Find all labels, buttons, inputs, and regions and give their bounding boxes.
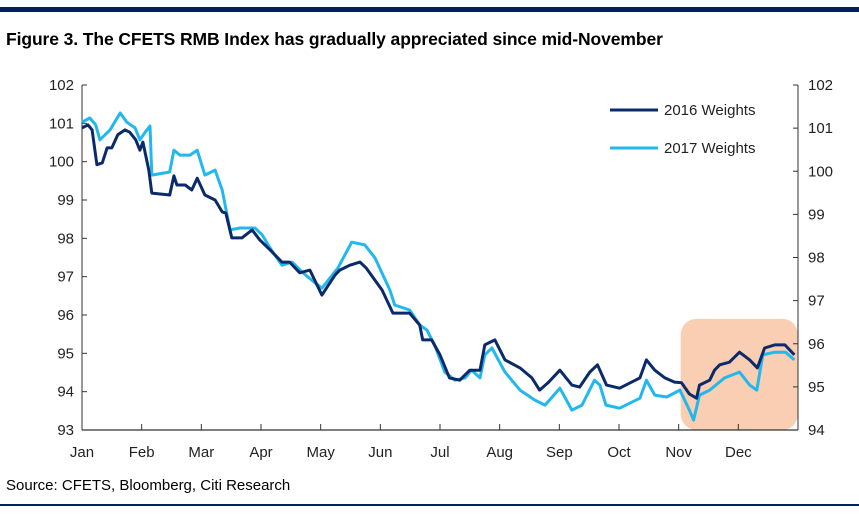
legend-label: 2017 Weights	[664, 140, 755, 157]
left-tick-label: 101	[49, 115, 74, 132]
left-tick-label: 102	[49, 77, 74, 94]
x-tick-label: Apr	[249, 444, 272, 461]
left-tick-label: 99	[57, 192, 74, 209]
left-tick-label: 100	[49, 154, 74, 171]
right-tick-label: 101	[808, 120, 833, 137]
legend-label: 2016 Weights	[664, 102, 755, 119]
left-tick-label: 93	[57, 422, 74, 439]
figure-title: Figure 3. The CFETS RMB Index has gradua…	[6, 29, 663, 49]
left-tick-label: 95	[57, 345, 74, 362]
right-tick-label: 102	[808, 77, 833, 94]
x-tick-label: Oct	[607, 444, 631, 461]
right-tick-label: 94	[808, 422, 825, 439]
bottom-rule	[0, 504, 859, 506]
series-line-2016-weights	[81, 123, 796, 400]
left-tick-label: 94	[57, 384, 74, 401]
right-tick-label: 98	[808, 250, 825, 267]
left-tick-label: 98	[57, 230, 74, 247]
x-tick-label: Nov	[665, 444, 692, 461]
x-tick-label: Mar	[188, 444, 214, 461]
right-tick-label: 96	[808, 336, 825, 353]
x-tick-label: Jan	[70, 444, 94, 461]
x-tick-label: May	[306, 444, 335, 461]
x-tick-label: Feb	[129, 444, 155, 461]
right-tick-label: 95	[808, 379, 825, 396]
left-tick-label: 97	[57, 269, 74, 286]
x-tick-label: Jul	[430, 444, 449, 461]
x-tick-label: Jun	[368, 444, 392, 461]
x-tick-label: Dec	[725, 444, 752, 461]
right-tick-label: 97	[808, 293, 825, 310]
source-note: Source: CFETS, Bloomberg, Citi Research	[6, 477, 291, 494]
x-tick-label: Aug	[486, 444, 513, 461]
left-tick-label: 96	[57, 307, 74, 324]
right-tick-label: 100	[808, 163, 833, 180]
right-tick-label: 99	[808, 206, 825, 223]
highlight-box	[680, 318, 798, 430]
x-tick-label: Sep	[546, 444, 573, 461]
top-rule	[0, 7, 859, 12]
